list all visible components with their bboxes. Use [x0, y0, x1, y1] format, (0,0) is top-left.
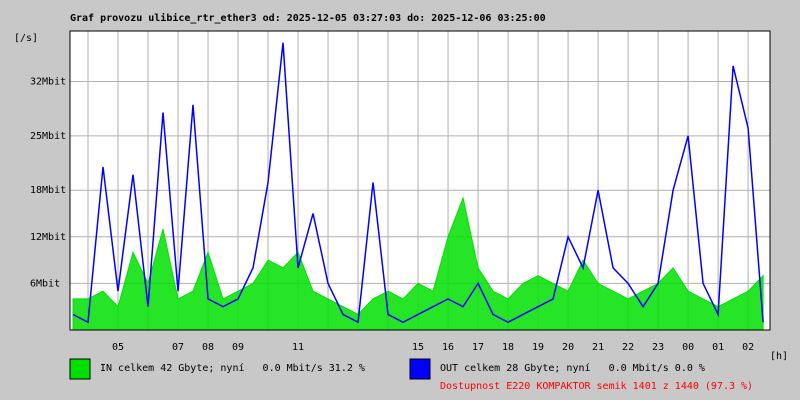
y-tick-label: 6Mbit — [30, 278, 60, 289]
x-tick-label: 05 — [112, 342, 124, 353]
chart-title: Graf provozu ulibice_rtr_ether3 od: 2025… — [70, 12, 546, 24]
y-unit: [/s] — [14, 33, 38, 44]
legend-label: OUT celkem 28 Gbyte; nyní 0.0 Mbit/s 0.0… — [440, 362, 705, 374]
legend-swatch — [409, 358, 431, 380]
x-tick-label: 18 — [502, 342, 514, 353]
plot-border — [69, 30, 771, 331]
x-tick-label: 09 — [232, 342, 244, 353]
note: Dostupnost E220 KOMPAKTOR semik 1401 z 1… — [440, 381, 753, 392]
series-area — [72, 196, 764, 331]
y-tick-label: 32Mbit — [30, 76, 66, 87]
x-tick-label: 08 — [202, 342, 214, 353]
legend-label: IN celkem 42 Gbyte; nyní 0.0 Mbit/s 31.2… — [100, 362, 365, 374]
x-tick-label: 19 — [532, 342, 544, 353]
series-line — [72, 42, 764, 324]
y-tick-label: 18Mbit — [30, 185, 66, 196]
x-tick-label: 17 — [472, 342, 484, 353]
x-tick-label: 01 — [712, 342, 724, 353]
x-tick-label: 22 — [622, 342, 634, 353]
x-tick-label: 00 — [682, 342, 694, 353]
x-tick-label: 21 — [592, 342, 604, 353]
x-unit: [h] — [770, 351, 788, 362]
x-tick-label: 07 — [172, 342, 184, 353]
x-tick-label: 15 — [412, 342, 424, 353]
x-tick-label: 11 — [292, 342, 304, 353]
y-tick-label: 12Mbit — [30, 232, 66, 243]
y-tick-label: 25Mbit — [30, 131, 66, 142]
x-tick-label: 02 — [742, 342, 754, 353]
x-tick-label: 20 — [562, 342, 574, 353]
legend-swatch — [69, 358, 91, 380]
x-tick-label: 23 — [652, 342, 664, 353]
x-tick-label: 16 — [442, 342, 454, 353]
